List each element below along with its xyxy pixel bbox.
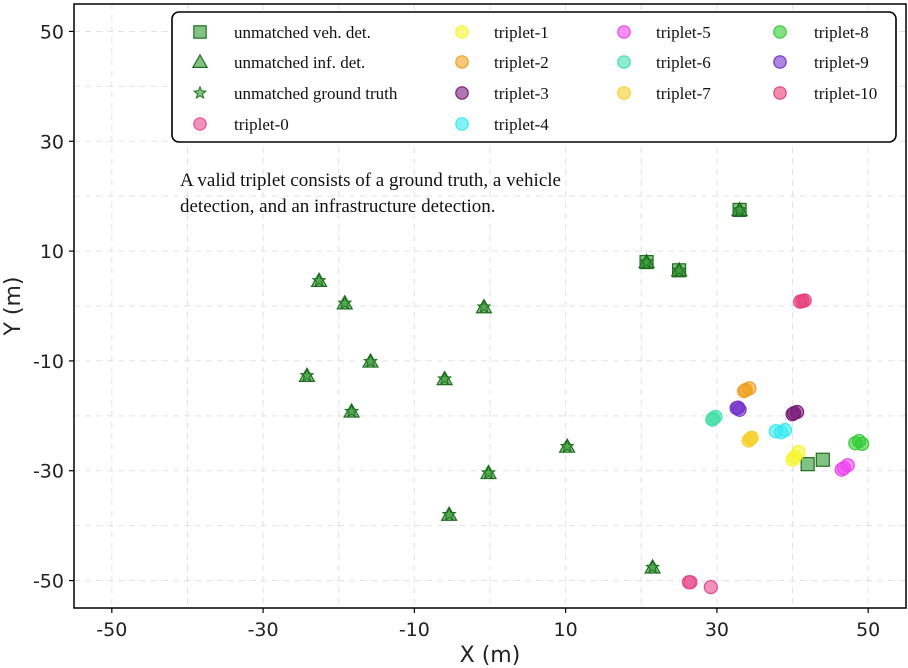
legend-label-triplet-1: triplet-1	[494, 23, 549, 42]
legend-entry-triplet-6: triplet-6	[617, 53, 711, 72]
legend-entry-unmatched-veh-det: unmatched veh. det.	[193, 23, 371, 42]
legend-label-triplet-8: triplet-8	[814, 23, 869, 42]
unmatched-ground-truth-point	[311, 272, 327, 288]
unmatched-ground-truth-point	[441, 506, 457, 522]
x-tick-label: 30	[705, 619, 729, 641]
plot-frame	[73, 3, 907, 609]
y-tick-label: 50	[40, 21, 64, 43]
triplet-7-point	[744, 430, 759, 445]
unmatched-veh-det-point	[815, 452, 830, 467]
x-tick-label: 50	[856, 619, 880, 641]
legend-entry-triplet-9: triplet-9	[773, 53, 869, 72]
legend-label-unmatched-veh-det: unmatched veh. det.	[234, 23, 371, 42]
unmatched-ground-truth-point	[476, 299, 492, 314]
x-axis-label: X (m)	[460, 643, 521, 668]
unmatched-ground-truth-point	[732, 201, 748, 217]
unmatched-ground-truth-point	[344, 403, 360, 418]
legend-entry-unmatched-ground-truth: unmatched ground truth	[192, 84, 398, 103]
legend-marker-triplet-4	[455, 117, 469, 131]
triplet-5-point	[834, 462, 849, 477]
legend-entry-triplet-4: triplet-4	[455, 115, 549, 134]
legend-entry-triplet-8: triplet-8	[773, 23, 869, 42]
unmatched-ground-truth-point	[480, 465, 497, 480]
legend-marker-triplet-10	[773, 86, 787, 100]
ticks-layer: -50 -30 -10 10 30 50 50 30 10 -10 -30 -50	[33, 21, 880, 641]
triplet-9-point	[730, 400, 746, 415]
legend-label-triplet-10: triplet-10	[814, 84, 877, 103]
unmatched-ground-truth-point	[337, 295, 353, 310]
legend-entries: unmatched veh. det. unmatched inf. det. un…	[191, 23, 877, 134]
unmatched-ground-truth-point	[437, 371, 453, 386]
legend-marker-triplet-6	[617, 55, 631, 69]
legend-marker-triplet-7	[617, 86, 631, 100]
x-tick-label: -10	[399, 619, 430, 641]
y-tick-label: -50	[33, 571, 64, 593]
y-tick-label: -30	[33, 461, 64, 483]
unmatched-veh-det-point	[800, 457, 815, 472]
y-tick-label: 10	[40, 241, 64, 263]
unmatched-ground-truth-point	[299, 367, 315, 383]
legend-marker-unmatched-veh-det	[193, 25, 207, 39]
legend-marker-triplet-2	[455, 55, 469, 69]
x-tick-label: -50	[96, 619, 127, 641]
legend-label-triplet-6: triplet-6	[656, 53, 711, 72]
triplet-10-point	[795, 293, 810, 309]
annotation: A valid triplet consists of a ground tru…	[180, 170, 561, 217]
legend-label-triplet-2: triplet-2	[494, 53, 549, 72]
triplet-1-point	[787, 449, 802, 465]
triplet-0-point	[703, 580, 718, 595]
legend-label-triplet-5: triplet-5	[656, 23, 711, 42]
legend-marker-triplet-8	[773, 25, 787, 39]
legend-marker-triplet-0	[193, 117, 207, 131]
legend-label-triplet-4: triplet-4	[494, 115, 549, 134]
unmatched-ground-truth-point	[671, 262, 687, 277]
legend-box	[171, 11, 897, 143]
unmatched-ground-truth-point	[559, 438, 575, 453]
legend-marker-triplet-3	[455, 86, 469, 100]
triplet-3-point	[785, 407, 800, 422]
legend-label-triplet-0: triplet-0	[234, 115, 289, 134]
legend-entry-triplet-10: triplet-10	[773, 84, 877, 103]
legend-entry-triplet-5: triplet-5	[617, 23, 711, 42]
points-layer	[298, 201, 870, 595]
legend-entry-triplet-1: triplet-1	[455, 23, 549, 42]
triplet-8-point	[855, 436, 870, 451]
legend-entry-triplet-0: triplet-0	[193, 115, 289, 134]
unmatched-ground-truth-point	[645, 559, 661, 574]
legend-entry-triplet-3: triplet-3	[455, 84, 549, 103]
unmatched-ground-truth-point	[362, 353, 379, 368]
legend-entry-triplet-7: triplet-7	[617, 84, 711, 103]
legend-entry-triplet-2: triplet-2	[455, 53, 549, 72]
triplet-0-point	[681, 575, 697, 590]
triplet-4-point	[777, 422, 793, 438]
triplet-2-point	[737, 384, 752, 399]
legend-label-unmatched-inf-det: unmatched inf. det.	[234, 53, 365, 72]
unmatched-ground-truth-point	[639, 254, 655, 269]
legend: unmatched veh. det. unmatched inf. det. un…	[171, 11, 897, 143]
legend-label-unmatched-ground-truth: unmatched ground truth	[234, 84, 398, 103]
legend-marker-unmatched-inf-det	[191, 53, 209, 68]
x-tick-label: 10	[554, 619, 578, 641]
annotation-line-2: detection, and an infrastructure detecti…	[180, 196, 495, 217]
y-tick-label: -10	[33, 351, 64, 373]
annotation-line-1: A valid triplet consists of a ground tru…	[180, 170, 561, 191]
y-axis-label: Y (m)	[1, 276, 26, 336]
legend-label-triplet-3: triplet-3	[494, 84, 549, 103]
legend-marker-triplet-9	[773, 55, 787, 69]
triplet-6-point	[705, 412, 720, 427]
x-tick-label: -30	[248, 619, 279, 641]
legend-marker-triplet-5	[617, 25, 631, 39]
legend-marker-triplet-1	[455, 25, 469, 39]
legend-entry-unmatched-inf-det: unmatched inf. det.	[191, 53, 365, 72]
legend-label-triplet-7: triplet-7	[656, 84, 711, 103]
legend-label-triplet-9: triplet-9	[814, 53, 869, 72]
y-tick-label: 30	[40, 131, 64, 153]
legend-marker-unmatched-ground-truth	[192, 85, 208, 100]
